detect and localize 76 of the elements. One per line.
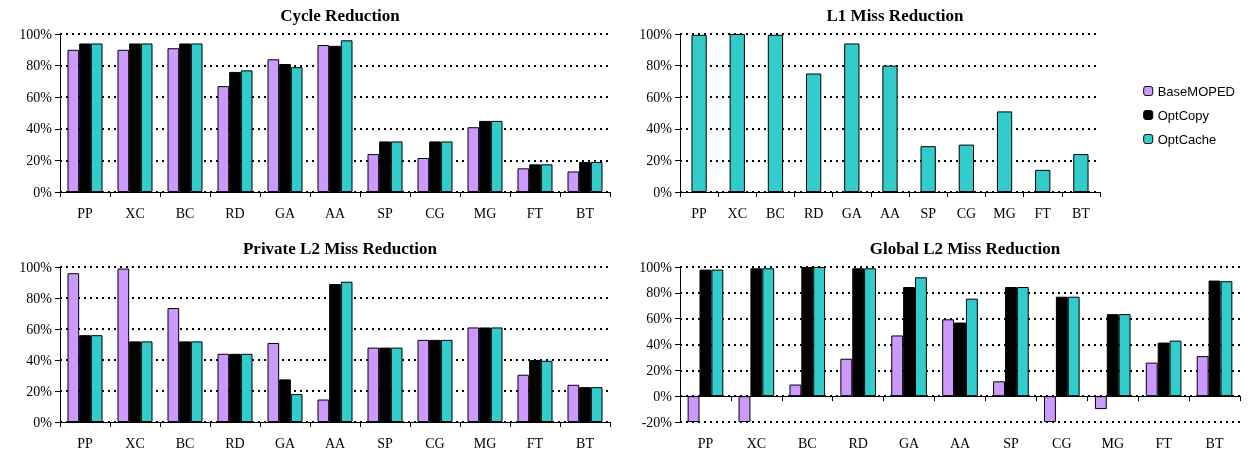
x-tick-label: RD <box>225 205 245 221</box>
x-tick-label: AA <box>949 435 971 451</box>
x-tick-label: RD <box>225 435 245 451</box>
x-tick-label: AA <box>324 205 346 221</box>
x-tick-label: BC <box>766 205 785 221</box>
x-tick-label: PP <box>691 205 708 221</box>
x-tick-label: XC <box>727 205 747 221</box>
x-tick-label: PP <box>77 435 93 451</box>
y-tick-label: 80% <box>26 58 53 74</box>
chart-title: Private L2 Miss Reduction <box>242 239 438 258</box>
x-tick-label: GA <box>898 435 921 451</box>
y-tick-label: 100% <box>639 259 673 275</box>
x-tick-label: RD <box>803 205 824 221</box>
x-tick-label: XC <box>125 205 145 221</box>
x-tick-label: RD <box>848 435 868 451</box>
chart-title: L1 Miss Reduction <box>826 6 965 25</box>
y-tick-label: 0% <box>653 184 673 200</box>
x-tick-label: BT <box>576 205 595 221</box>
x-tick-label: SP <box>920 205 937 221</box>
x-tick-label: BT <box>1205 435 1224 451</box>
x-tick-label: FT <box>526 435 544 451</box>
y-tick-label: 20% <box>646 362 673 378</box>
x-tick-label: MG <box>1101 435 1125 451</box>
y-tick-label: 0% <box>33 414 53 430</box>
x-tick-label: MG <box>473 435 497 451</box>
x-tick-label: FT <box>1155 435 1173 451</box>
x-tick-label: GA <box>841 205 863 221</box>
chart-title: Global L2 Miss Reduction <box>869 239 1061 258</box>
x-tick-label: AA <box>879 205 901 221</box>
y-tick-label: 60% <box>646 89 673 105</box>
x-tick-label: BC <box>175 205 195 221</box>
y-tick-label: 20% <box>26 152 53 168</box>
y-tick-label: 60% <box>26 321 53 337</box>
y-tick-label: -20% <box>641 414 673 430</box>
x-tick-label: CG <box>425 205 445 221</box>
x-tick-label: GA <box>274 205 296 221</box>
x-tick-label: SP <box>377 435 393 451</box>
x-tick-label: CG <box>1052 435 1072 451</box>
x-tick-label: SP <box>1003 435 1019 451</box>
y-tick-label: 0% <box>653 388 673 404</box>
x-tick-label: XC <box>125 435 145 451</box>
x-tick-label: BC <box>797 435 817 451</box>
x-tick-label: GA <box>274 435 296 451</box>
y-tick-label: 40% <box>26 121 53 137</box>
y-tick-label: 80% <box>26 290 53 306</box>
legend-label: BaseMOPED <box>1157 83 1236 99</box>
y-tick-label: 40% <box>646 121 673 137</box>
y-tick-label: 60% <box>26 89 53 105</box>
x-tick-label: PP <box>697 435 714 451</box>
x-tick-label: SP <box>377 205 393 221</box>
y-tick-label: 100% <box>19 26 53 42</box>
x-tick-label: MG <box>993 205 1016 221</box>
x-tick-label: FT <box>1034 205 1052 221</box>
x-tick-label: FT <box>526 205 544 221</box>
legend-label: OptCache <box>1157 131 1217 147</box>
y-tick-label: 0% <box>33 184 53 200</box>
x-tick-label: BT <box>1071 205 1091 221</box>
x-tick-label: PP <box>77 205 93 221</box>
x-tick-label: MG <box>473 205 497 221</box>
y-tick-label: 100% <box>639 26 673 42</box>
legend-label: OptCopy <box>1157 107 1210 123</box>
y-tick-label: 80% <box>646 58 673 74</box>
x-tick-label: BT <box>576 435 595 451</box>
y-tick-label: 80% <box>646 285 673 301</box>
chart-title: Cycle Reduction <box>280 6 401 25</box>
y-tick-label: 20% <box>646 152 673 168</box>
y-tick-label: 40% <box>26 352 53 368</box>
x-tick-label: CG <box>425 435 445 451</box>
x-tick-label: CG <box>956 205 977 221</box>
y-tick-label: 60% <box>646 311 673 327</box>
y-tick-label: 20% <box>26 383 53 399</box>
x-tick-label: XC <box>746 435 767 451</box>
x-tick-label: AA <box>324 435 346 451</box>
x-tick-label: BC <box>175 435 195 451</box>
y-tick-label: 100% <box>19 259 53 275</box>
y-tick-label: 40% <box>646 337 673 352</box>
